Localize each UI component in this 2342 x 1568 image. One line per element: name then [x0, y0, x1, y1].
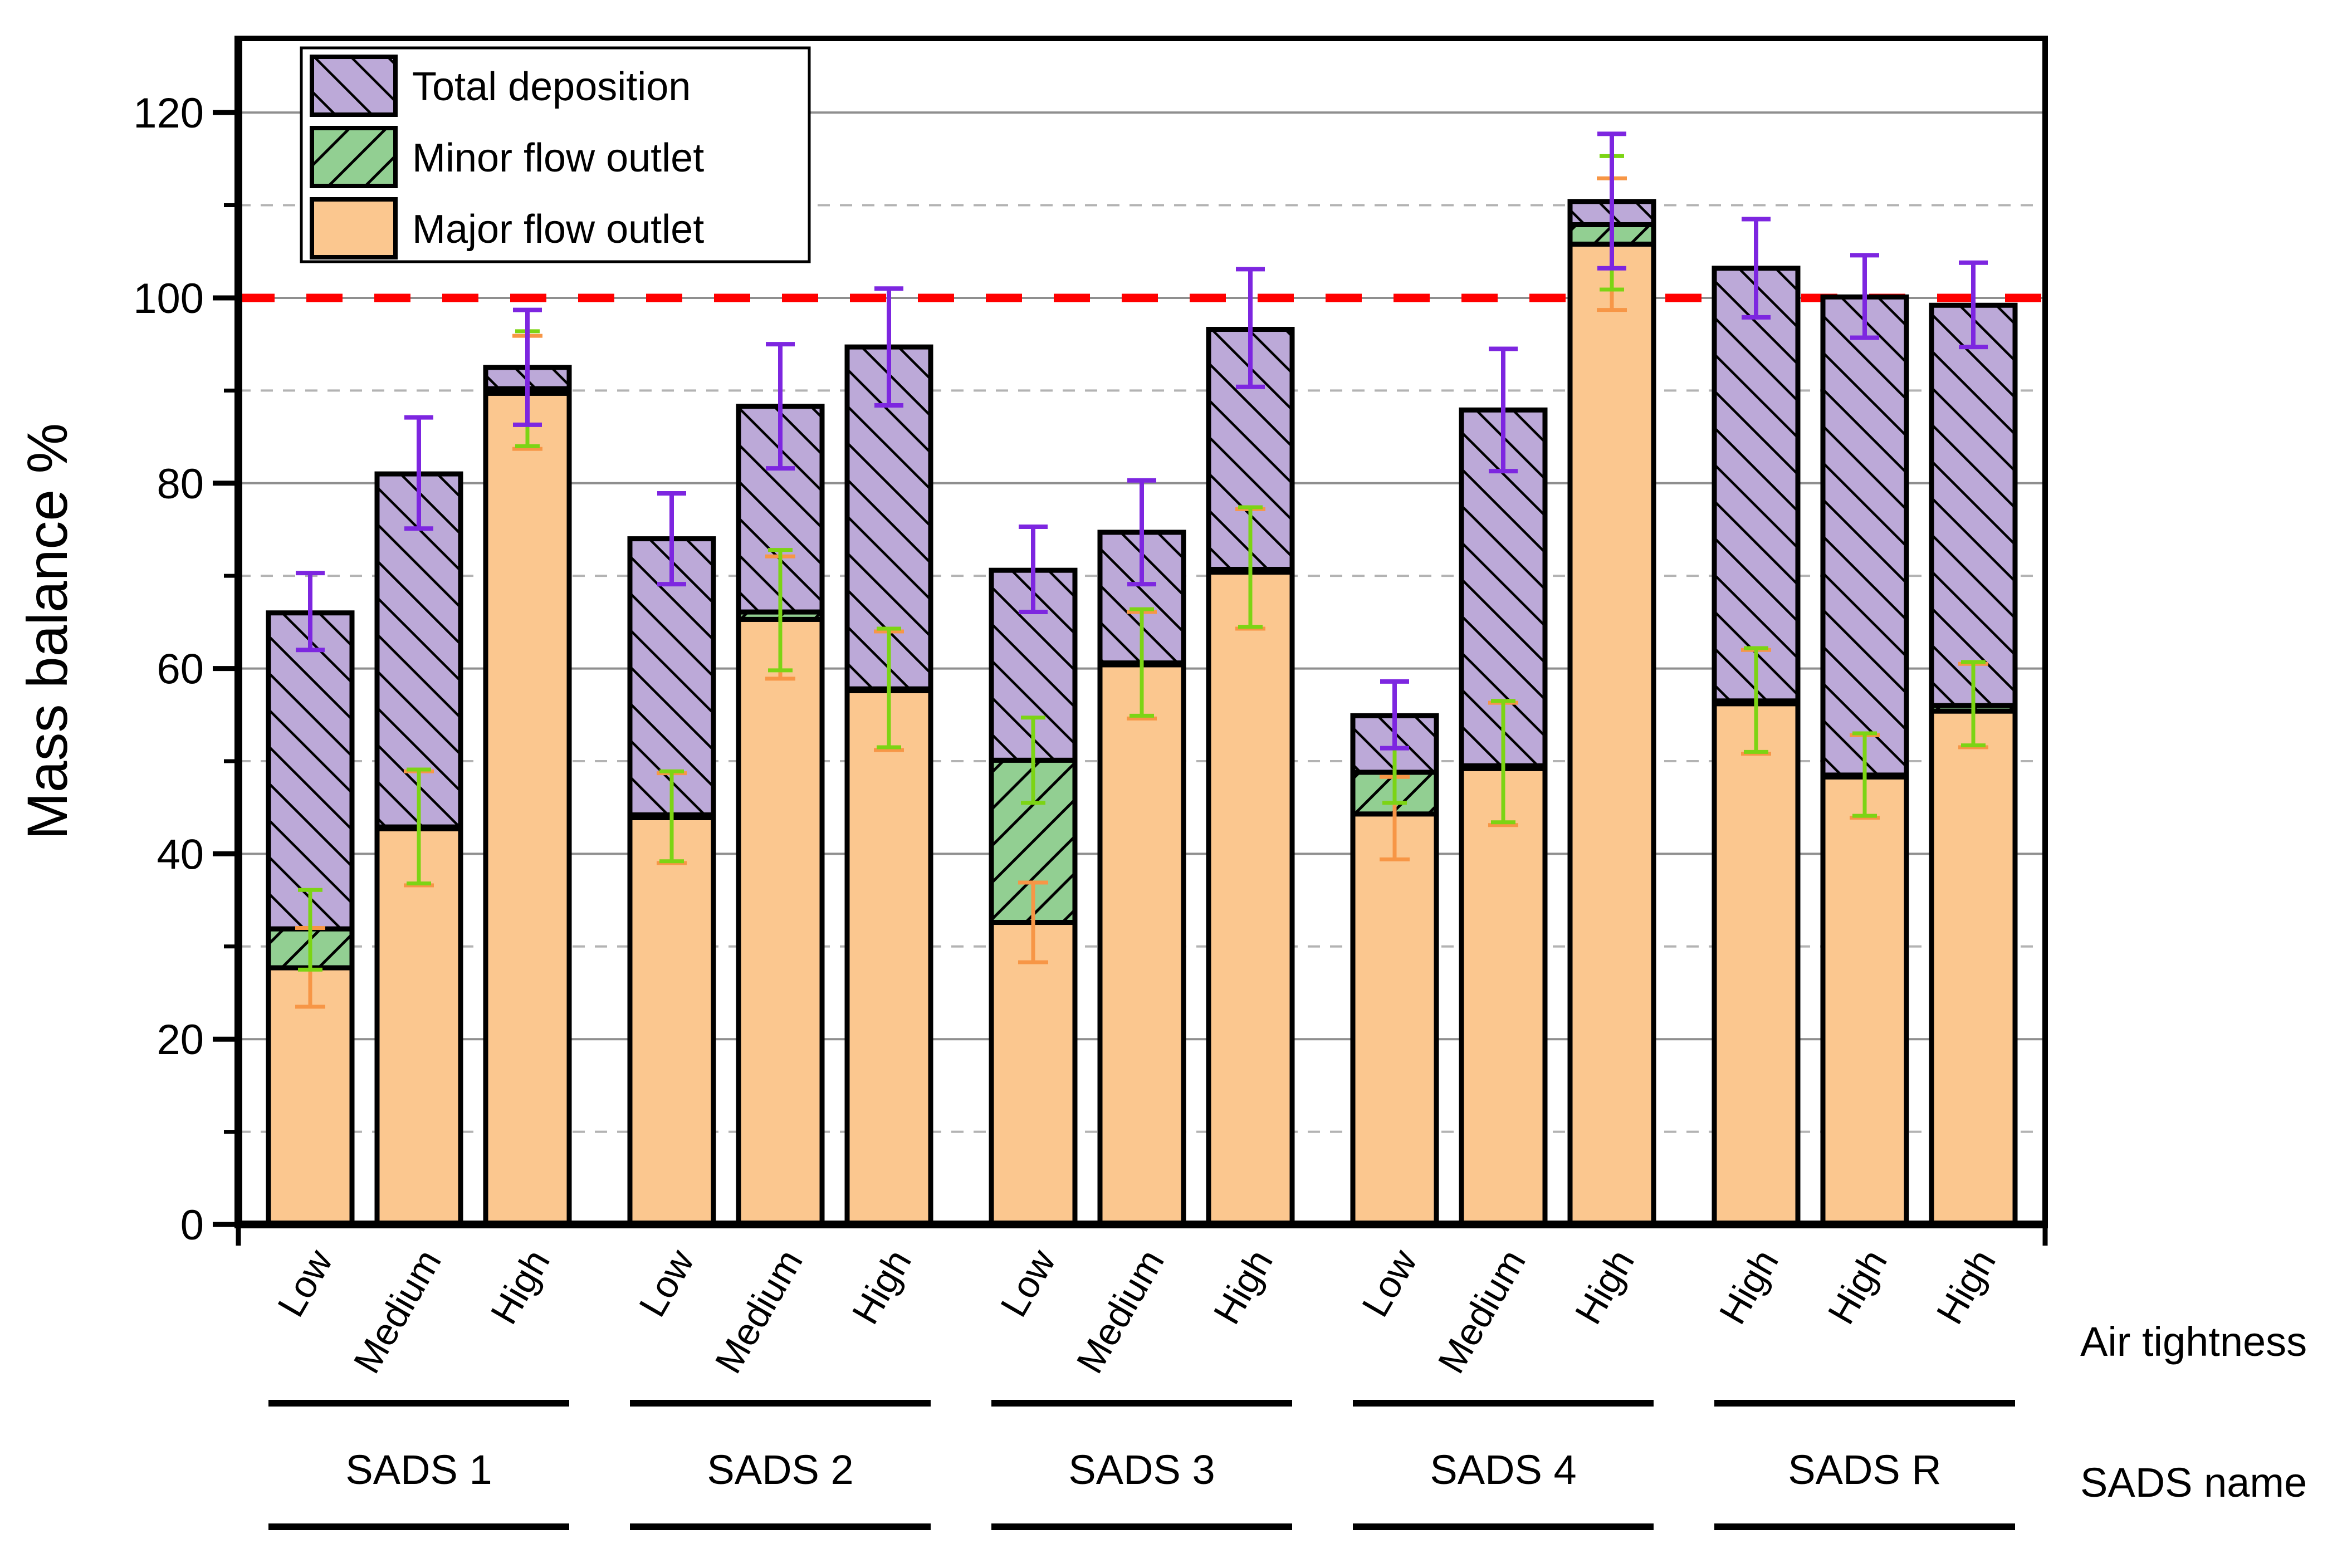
y-axis-title: Mass balance %	[16, 423, 79, 840]
error-bar	[513, 307, 542, 427]
error-bar	[407, 767, 431, 886]
air-tightness-label: Medium	[345, 1243, 449, 1380]
air-tightness-label: High	[482, 1243, 558, 1331]
air-tightness-label: Low	[1354, 1242, 1426, 1324]
air-tightness-label: Medium	[1068, 1243, 1172, 1380]
error-bar	[1852, 731, 1877, 818]
error-bar	[1130, 607, 1154, 718]
legend-item: Minor flow outlet	[310, 126, 704, 188]
error-bar	[1380, 679, 1409, 751]
legend-label: Minor flow outlet	[412, 136, 704, 180]
legend: Total deposition Minor flow outlet Major f…	[300, 46, 811, 263]
bar-segment-deposition	[1712, 266, 1801, 704]
sads-group-label: SADS 4	[1430, 1447, 1576, 1493]
y-axis-ticks: 0 20 40 60 80 100 120	[133, 90, 2048, 1249]
error-bar	[1850, 253, 1879, 340]
error-bar	[296, 571, 325, 653]
y-tick-label: 80	[157, 460, 204, 508]
air-tightness-label: Medium	[707, 1243, 811, 1380]
air-tightness-label: Low	[992, 1242, 1064, 1324]
sads-group-label: SADS 3	[1068, 1447, 1215, 1493]
air-tightness-label: High	[1567, 1243, 1642, 1331]
error-bar	[1019, 524, 1048, 615]
y-tick-label: 0	[180, 1202, 204, 1249]
air-tightness-label: High	[1928, 1243, 2004, 1331]
y-tick-label: 60	[157, 646, 204, 693]
air-tightness-caption: Air tightness	[2080, 1319, 2307, 1365]
error-bar	[298, 888, 322, 972]
error-bar	[657, 491, 686, 587]
air-tightness-label: High	[844, 1243, 920, 1331]
bar-segment-major	[1206, 570, 1295, 1227]
error-bar	[877, 626, 901, 749]
error-bar	[1491, 699, 1515, 825]
legend-label: Major flow outlet	[412, 207, 704, 252]
bar-segment-major	[1459, 766, 1548, 1227]
error-bar	[1018, 880, 1048, 964]
sads-name-caption: SADS name	[2080, 1459, 2307, 1506]
y-tick-label: 120	[133, 90, 204, 137]
x-axis-labels: Low Medium High Low Medium High Low Medium High L…	[270, 1242, 2004, 1380]
air-tightness-label: High	[1205, 1243, 1281, 1331]
air-tightness-label: High	[1820, 1243, 1895, 1331]
air-tightness-label: Low	[270, 1242, 341, 1324]
legend-label: Total deposition	[412, 65, 691, 109]
bar-segment-deposition	[1929, 302, 2018, 708]
error-bar	[766, 342, 795, 471]
y-tick-label: 20	[157, 1016, 204, 1064]
error-bar	[874, 286, 903, 408]
air-tightness-label: Medium	[1430, 1243, 1534, 1380]
bar-segment-major	[266, 965, 355, 1227]
bar-segment-deposition	[1820, 294, 1909, 778]
legend-swatch-solid-icon	[310, 197, 398, 259]
error-bar	[1489, 346, 1518, 474]
bar-segment-major	[844, 688, 933, 1227]
error-bar	[1238, 505, 1263, 629]
sads-group-label: SADS 2	[707, 1447, 853, 1493]
error-bar	[768, 548, 793, 673]
error-bar	[1597, 131, 1626, 271]
bars	[266, 131, 2018, 1227]
error-bar	[1742, 217, 1771, 320]
bar-segment-major	[1712, 701, 1801, 1227]
error-bar	[1236, 267, 1265, 389]
legend-swatch-slash-icon	[310, 126, 398, 188]
error-bar	[1961, 660, 1986, 748]
bar-segment-major	[1929, 708, 2018, 1227]
bar-segment-major	[1567, 241, 1656, 1227]
y-tick-label: 40	[157, 831, 204, 878]
bar-segment-major	[1820, 774, 1909, 1227]
error-bar	[404, 415, 433, 531]
bar-segment-deposition	[266, 610, 355, 932]
error-bar	[1744, 646, 1768, 754]
legend-item: Major flow outlet	[310, 197, 704, 259]
legend-item: Total deposition	[310, 55, 691, 117]
error-bar	[1959, 260, 1988, 350]
sads-group-label: SADS 1	[345, 1447, 492, 1493]
bar-segment-major	[1097, 662, 1186, 1227]
bar-segment-major	[989, 920, 1078, 1227]
bar-segment-major	[483, 390, 572, 1227]
y-tick-label: 100	[133, 275, 204, 322]
legend-swatch-backslash-icon	[310, 55, 398, 117]
error-bar	[1127, 478, 1156, 587]
error-bar	[1021, 716, 1045, 805]
bar-segment-major	[374, 826, 463, 1227]
sads-group-label: SADS R	[1788, 1447, 1942, 1493]
sads-group-bands: SADS 1 SADS 2 SADS 3 SADS 4 SADS R	[268, 1400, 2015, 1530]
air-tightness-label: Low	[631, 1242, 703, 1324]
bar-segment-major	[1350, 811, 1439, 1227]
bar-segment-major	[627, 815, 716, 1227]
bar-segment-major	[736, 616, 825, 1227]
air-tightness-label: High	[1711, 1243, 1787, 1331]
error-bar	[659, 769, 684, 864]
